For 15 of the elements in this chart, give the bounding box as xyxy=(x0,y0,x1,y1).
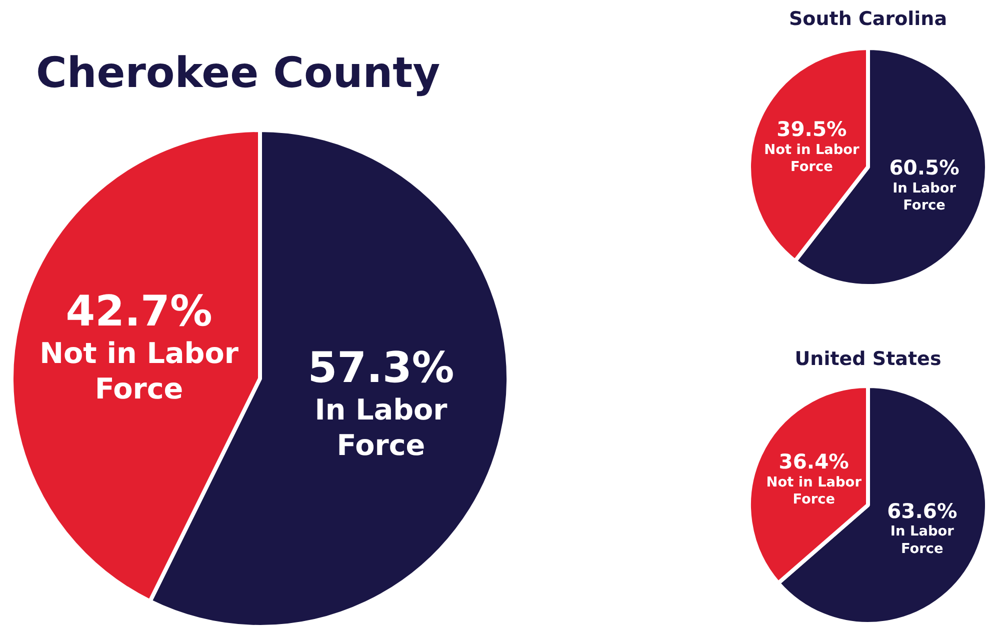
chart-title: South Carolina xyxy=(788,8,948,30)
slice-label: In Labor Force xyxy=(892,180,956,214)
slice-label: In Labor Force xyxy=(314,392,448,462)
slice-label: Not in Labor Force xyxy=(764,142,860,175)
data-label: 60.5% xyxy=(889,155,960,180)
data-label: 57.3% xyxy=(308,343,454,392)
chart-title: Cherokee County xyxy=(36,48,440,97)
chart-title: United States xyxy=(794,348,942,370)
slice-label: In Labor Force xyxy=(890,524,954,557)
data-label: 42.7% xyxy=(66,286,212,336)
data-label: 36.4% xyxy=(778,449,849,474)
data-label: 63.6% xyxy=(887,498,958,523)
data-label: 39.5% xyxy=(776,116,847,141)
slice-label: Not in Labor Force xyxy=(766,474,862,508)
slice-label: Not in Labor Force xyxy=(40,336,238,406)
